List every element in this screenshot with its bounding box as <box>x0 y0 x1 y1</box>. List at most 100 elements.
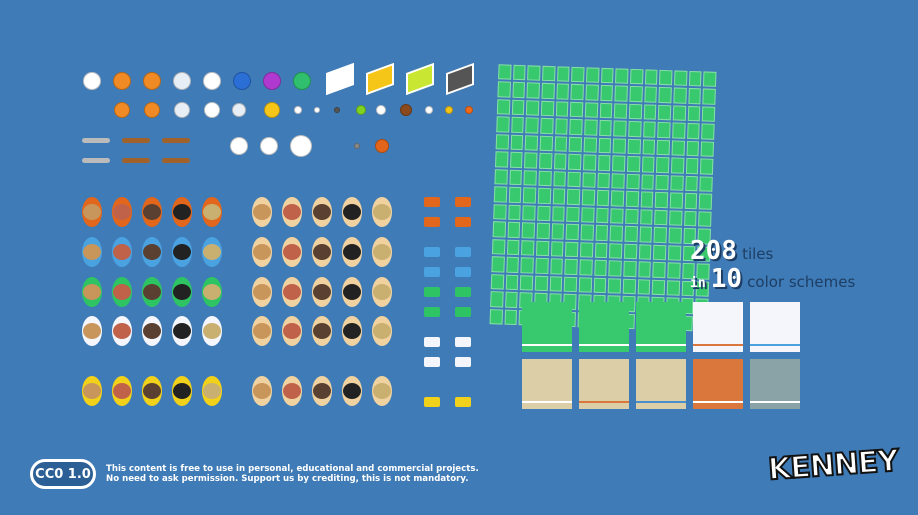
field-tile <box>594 242 608 259</box>
field-tile <box>626 173 640 190</box>
field-tile <box>549 258 564 275</box>
mini-sprite <box>424 337 440 347</box>
player-head <box>83 383 101 399</box>
field-tile <box>508 186 522 203</box>
field-tile <box>582 154 597 171</box>
field-tile <box>623 260 637 277</box>
field-tile <box>583 137 597 154</box>
player-sprite <box>112 197 132 227</box>
field-tile <box>614 103 628 120</box>
player-head <box>83 244 101 260</box>
field-tile <box>511 99 525 116</box>
ball-icon <box>400 104 412 116</box>
player-sprite <box>142 197 162 227</box>
field-tile <box>570 101 584 118</box>
ball-icon <box>264 102 280 118</box>
player-sprite <box>312 277 332 307</box>
player-head <box>343 244 361 260</box>
player-head <box>283 284 301 300</box>
player-sprite <box>342 237 362 267</box>
player-head <box>283 323 301 339</box>
player-head <box>313 284 331 300</box>
field-tile <box>684 175 699 192</box>
player-sprite <box>82 197 102 227</box>
player-head <box>203 284 221 300</box>
player-head <box>173 383 191 399</box>
field-tile <box>612 138 627 155</box>
field-tile <box>629 68 644 85</box>
ball-icon <box>354 143 360 149</box>
field-tile <box>567 171 581 188</box>
field-tile <box>507 221 521 238</box>
field-tile <box>687 105 701 122</box>
player-sprite <box>112 376 132 406</box>
player-head <box>343 383 361 399</box>
player-head <box>173 323 191 339</box>
field-tile <box>586 67 600 84</box>
field-tile <box>520 257 534 274</box>
field-tile <box>523 170 537 186</box>
player-sprite <box>82 376 102 406</box>
ball-icon <box>260 137 278 155</box>
color-swatch <box>636 302 686 352</box>
field-tile <box>642 139 656 156</box>
field-tile <box>579 259 593 276</box>
field-tile <box>671 140 685 157</box>
bat-icon <box>82 138 110 143</box>
field-tile <box>700 141 715 158</box>
field-tile <box>524 135 539 152</box>
field-tile <box>505 274 519 291</box>
field-tile <box>683 210 697 227</box>
mini-sprite <box>455 217 471 227</box>
kenney-logo: KENNEY <box>766 443 900 489</box>
player-sprite <box>312 376 332 406</box>
player-sprite <box>82 316 102 346</box>
swatch-line <box>750 401 800 403</box>
player-sprite <box>82 237 102 267</box>
swatch-line <box>579 401 629 403</box>
ball-icon <box>445 106 453 114</box>
player-head <box>143 323 161 339</box>
field-tile <box>496 116 510 133</box>
field-tile <box>526 82 540 99</box>
player-head <box>113 323 131 339</box>
mini-sprite <box>424 197 440 207</box>
swatch-line <box>636 401 686 403</box>
player-head <box>203 204 221 220</box>
player-head <box>343 284 361 300</box>
field-tile <box>625 191 639 207</box>
ball-icon <box>263 72 281 90</box>
player-head <box>373 204 391 220</box>
field-tile <box>642 121 657 138</box>
field-tile-grid <box>489 64 717 332</box>
field-tile <box>637 261 652 278</box>
in-label: in <box>690 276 706 291</box>
field-tile <box>629 86 643 103</box>
player-sprite <box>252 376 272 406</box>
field-tile <box>595 224 609 241</box>
field-tile <box>536 222 550 239</box>
ball-icon <box>334 107 340 113</box>
field-tile <box>523 187 537 204</box>
field-tile <box>489 308 503 325</box>
field-tile <box>653 226 668 243</box>
field-tile <box>495 151 509 168</box>
field-tile <box>506 239 520 256</box>
ball-icon <box>356 105 366 115</box>
ball-icon <box>232 103 246 117</box>
field-tile <box>494 168 508 185</box>
field-tile <box>566 206 580 223</box>
ball-icon <box>144 102 160 118</box>
field-tile <box>554 136 568 153</box>
player-sprite <box>312 197 332 227</box>
player-sprite <box>202 376 222 406</box>
player-sprite <box>342 316 362 346</box>
player-sprite <box>172 316 192 346</box>
field-tile <box>673 87 687 104</box>
field-tile <box>672 122 686 139</box>
ball-icon <box>114 102 130 118</box>
player-head <box>83 323 101 339</box>
field-tile <box>540 118 554 135</box>
field-tile <box>525 117 539 134</box>
color-swatch <box>750 302 800 352</box>
